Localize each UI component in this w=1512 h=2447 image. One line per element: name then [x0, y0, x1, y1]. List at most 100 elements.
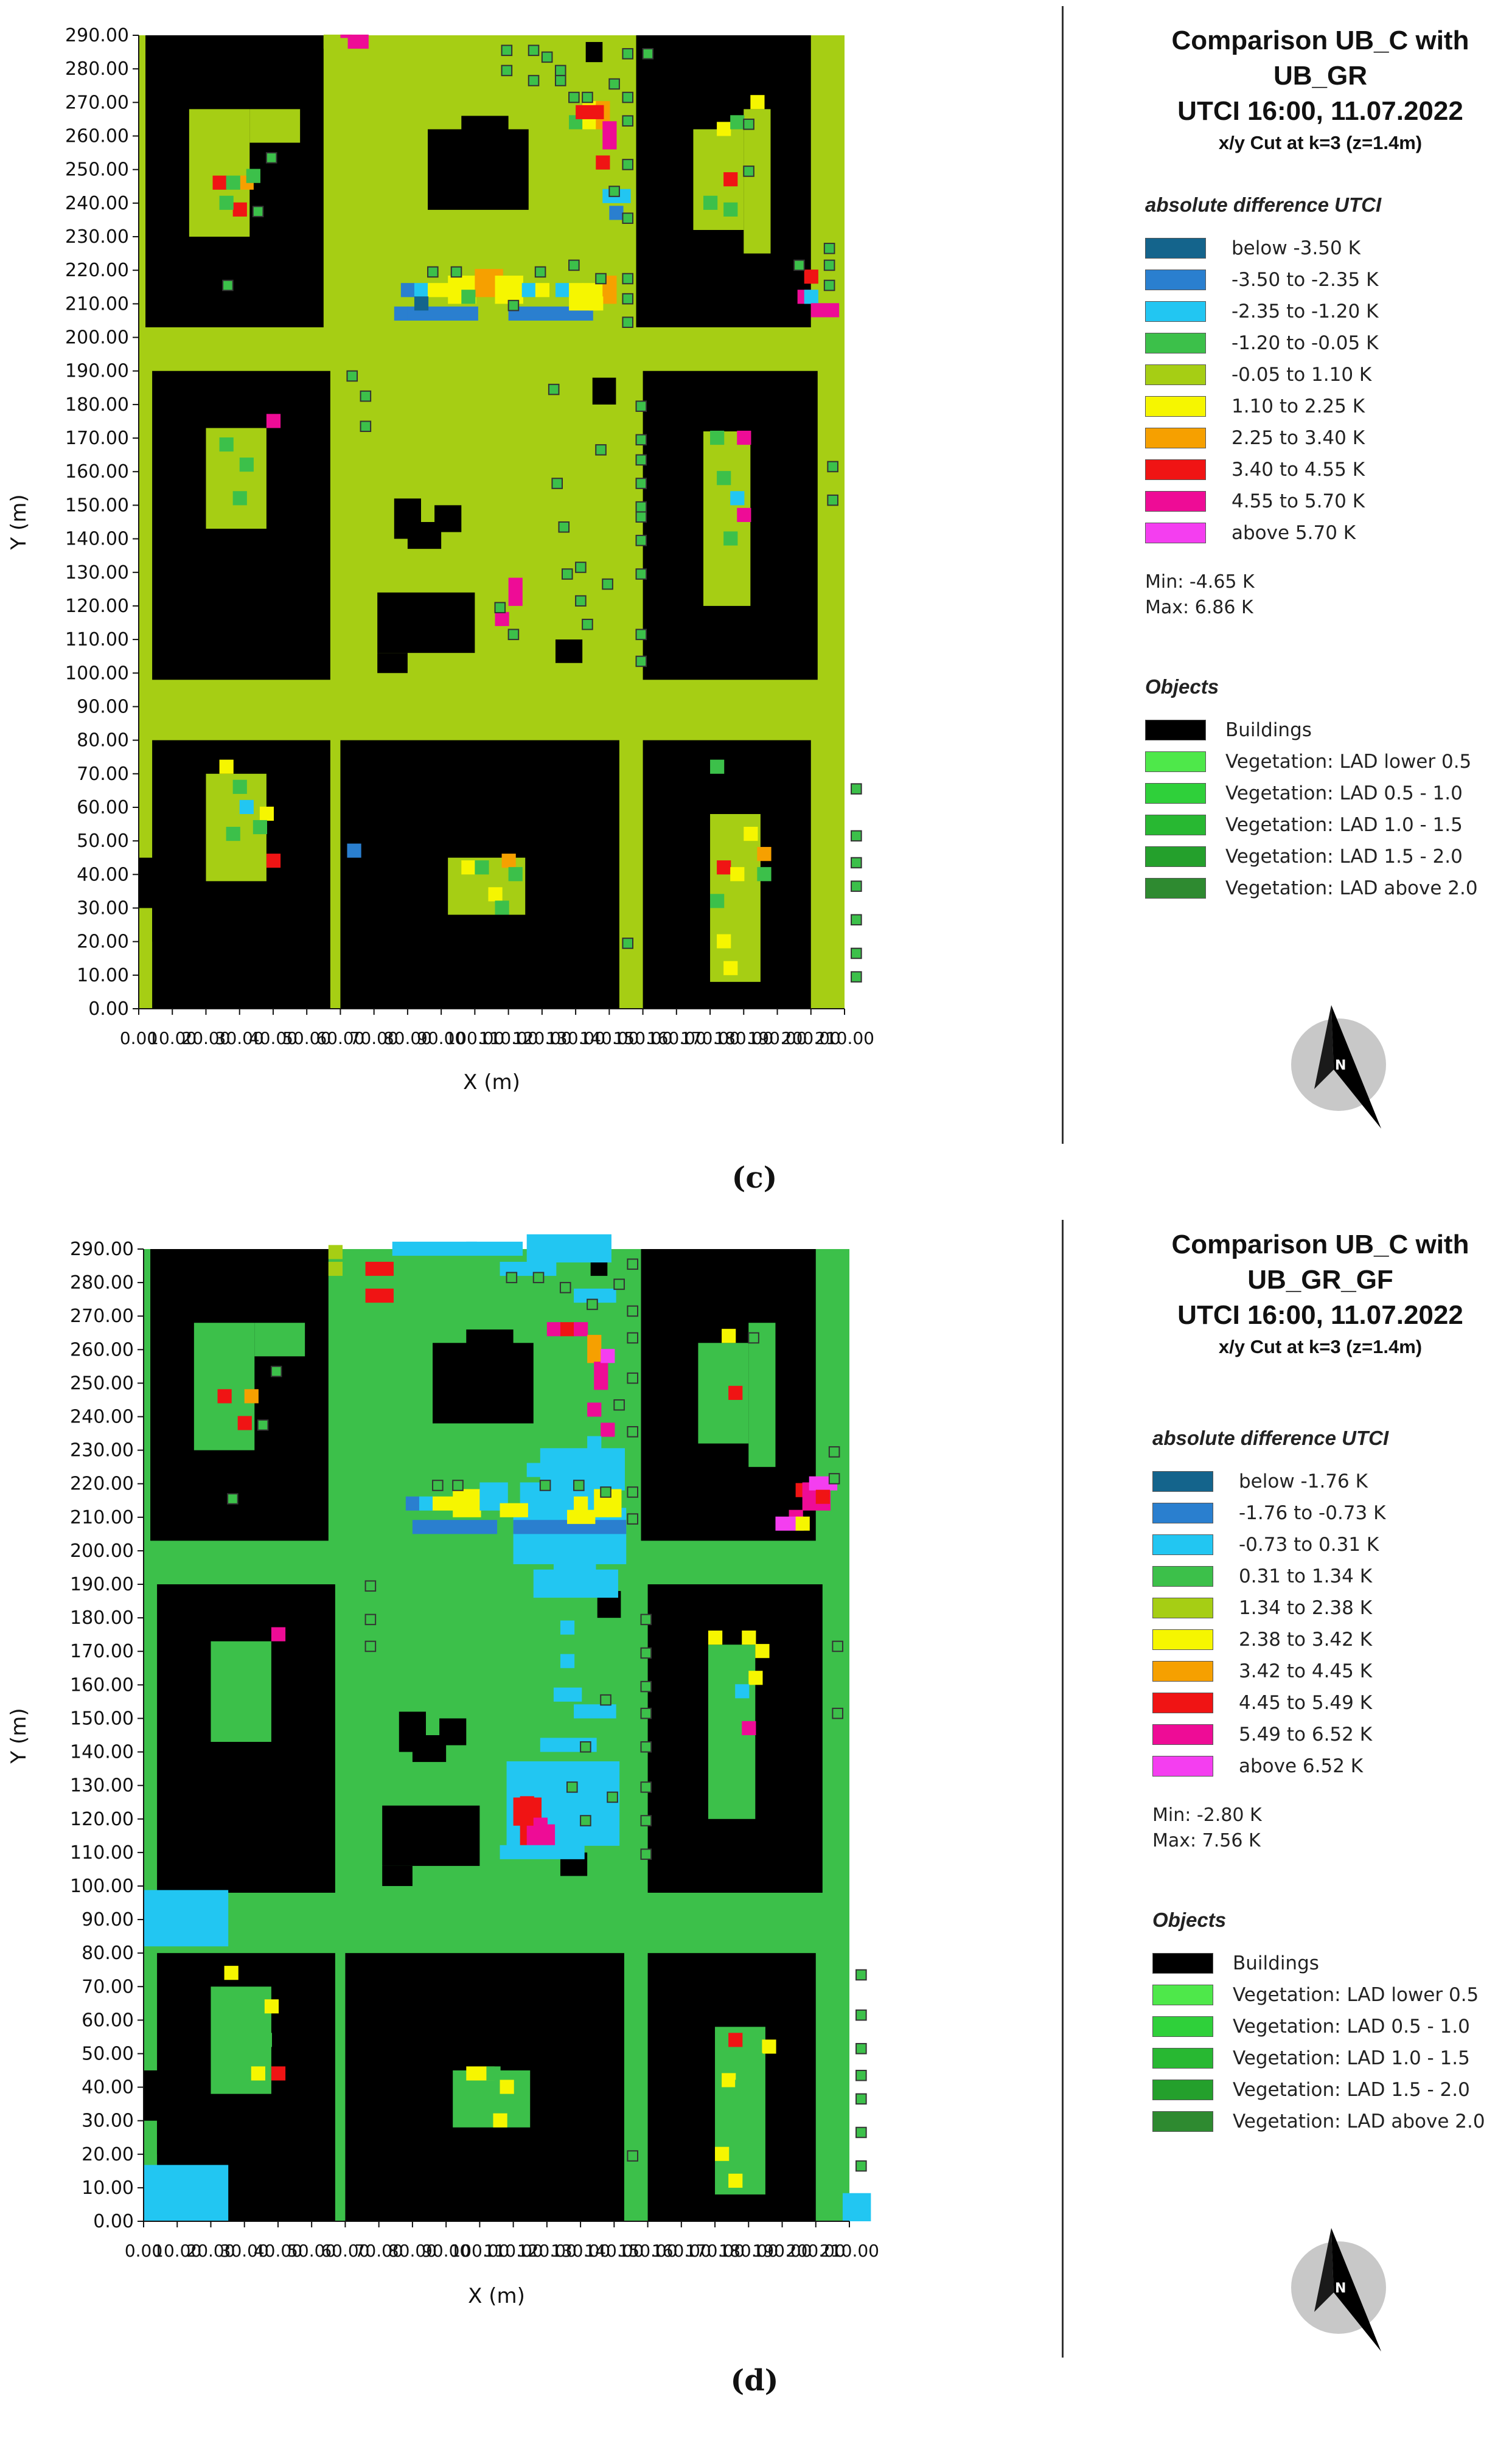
tree-cell [265, 152, 277, 164]
legend-swatch [1152, 1503, 1213, 1523]
y-tick-label: 270.00 [70, 1306, 134, 1327]
north-letter: N [1335, 2281, 1346, 2296]
difference-cell [546, 1322, 562, 1337]
difference-cell [526, 1463, 584, 1477]
y-tick-label: 140.00 [65, 529, 129, 550]
tree-cell [855, 2009, 867, 2021]
legend-swatch [1152, 1629, 1213, 1650]
cut-label: x/y Cut at k=3 (z=1.4m) [1218, 132, 1423, 153]
y-tick-label: 150.00 [70, 1708, 134, 1729]
tree-cell [622, 273, 634, 285]
tree-cell [622, 938, 634, 949]
x-tick-label: 200.00 [786, 2241, 846, 2261]
difference-cell [500, 1503, 528, 1517]
object-swatch [1145, 720, 1206, 740]
x-ticks-c: 0.0010.0020.0030.0040.0050.0060.0070.008… [120, 1009, 874, 1048]
max-value: Max: 7.56 K [1152, 1830, 1261, 1851]
difference-cell [744, 826, 758, 841]
legend-row: 2.25 to 3.40 K [1145, 422, 1509, 454]
difference-cell [804, 290, 818, 304]
difference-cell [475, 860, 489, 875]
tree-cell [562, 568, 573, 580]
y-ticks-d: 290.00 280.00 270.00 260.00 250.00 240.00 230.… [70, 1239, 144, 2232]
x-tick-label: 190.00 [753, 2241, 812, 2261]
legend-swatch [1145, 523, 1206, 543]
difference-cell [602, 121, 617, 150]
object-label: Vegetation: LAD 0.5 - 1.0 [1233, 2016, 1470, 2038]
difference-cell [414, 283, 429, 298]
tree-cell [559, 1282, 571, 1293]
y-tick-label: 70.00 [82, 1976, 134, 1997]
title-line-3: UTCI 16:00, 11.07.2022 [1177, 1300, 1463, 1330]
difference-cell [815, 1489, 830, 1504]
difference-cell [226, 826, 240, 841]
tree-cell [554, 64, 566, 77]
difference-cell [715, 2146, 730, 2161]
object-swatch [1152, 1985, 1213, 2005]
difference-cell [742, 1721, 756, 1735]
object-row: Vegetation: LAD 1.5 - 2.0 [1152, 2074, 1509, 2106]
title-c: Comparison UB_C with UB_GR UTCI 16:00, 1… [1132, 23, 1509, 157]
y-tick-label: 80.00 [82, 1943, 134, 1964]
x-tick-label: 120.00 [512, 1028, 572, 1048]
difference-cell [567, 1509, 596, 1524]
x-tick-label: 150.00 [618, 2241, 678, 2261]
tree-cell [823, 279, 835, 291]
courtyard [748, 1323, 776, 1467]
y-tick-label: 120.00 [70, 1809, 134, 1830]
x-tick-label: 110.00 [484, 2241, 543, 2261]
tree-cell [832, 1640, 843, 1652]
difference-cell [560, 1496, 575, 1511]
legend-swatch [1152, 1756, 1213, 1777]
courtyard [206, 428, 267, 529]
legend-swatch [1145, 333, 1206, 353]
x-tick-label: 130.00 [551, 2241, 610, 2261]
utci-map-d: 290.00 280.00 270.00 260.00 250.00 240.00 230.… [7, 1234, 879, 2308]
tree-cell [828, 1473, 840, 1485]
difference-cell [226, 175, 240, 190]
difference-cell [722, 1329, 736, 1343]
difference-cell [762, 2039, 776, 2054]
tree-cell [364, 1613, 377, 1626]
difference-cell [717, 122, 731, 136]
difference-cell [244, 1389, 259, 1404]
x-tick-label: 100.00 [450, 2241, 509, 2261]
building [157, 2120, 211, 2154]
tree-cell [832, 1707, 843, 1719]
vegetation-cells-c [212, 34, 862, 983]
difference-cell [723, 202, 738, 217]
tree-cell [580, 1815, 591, 1826]
y-tick-label: 60.00 [77, 797, 129, 818]
tree-cell [360, 390, 372, 402]
difference-cell [728, 2173, 743, 2188]
tree-cell [642, 48, 654, 60]
difference-cell [347, 843, 361, 858]
y-axis-label-c: Y (m) [7, 494, 31, 550]
object-swatch [1152, 2111, 1213, 2132]
building [377, 653, 408, 674]
tree-cell [622, 316, 634, 329]
tree-cell [548, 383, 560, 395]
difference-cell [737, 430, 751, 445]
x-tick-label: 50.00 [282, 1028, 331, 1048]
difference-cell [735, 1684, 750, 1699]
difference-cell [271, 2066, 286, 2081]
tree-cell [640, 1707, 652, 1719]
legend-label: below -1.76 K [1239, 1471, 1368, 1492]
difference-cell [224, 1966, 239, 1980]
x-tick-label: 40.00 [254, 2241, 302, 2261]
difference-cell [589, 296, 604, 311]
difference-cell [601, 1349, 615, 1363]
difference-cell [232, 779, 247, 794]
difference-cell [750, 95, 765, 110]
difference-cell [730, 867, 745, 882]
y-tick-label: 30.00 [82, 2111, 134, 2132]
difference-cell [333, 38, 348, 52]
object-row: Vegetation: LAD lower 0.5 [1152, 1979, 1509, 2011]
tree-cell [501, 44, 513, 57]
object-swatch [1145, 815, 1206, 835]
y-tick-label: 190.00 [65, 361, 129, 382]
y-tick-label: 270.00 [65, 92, 129, 113]
difference-cell [500, 1845, 585, 1859]
tree-cell [622, 159, 634, 170]
